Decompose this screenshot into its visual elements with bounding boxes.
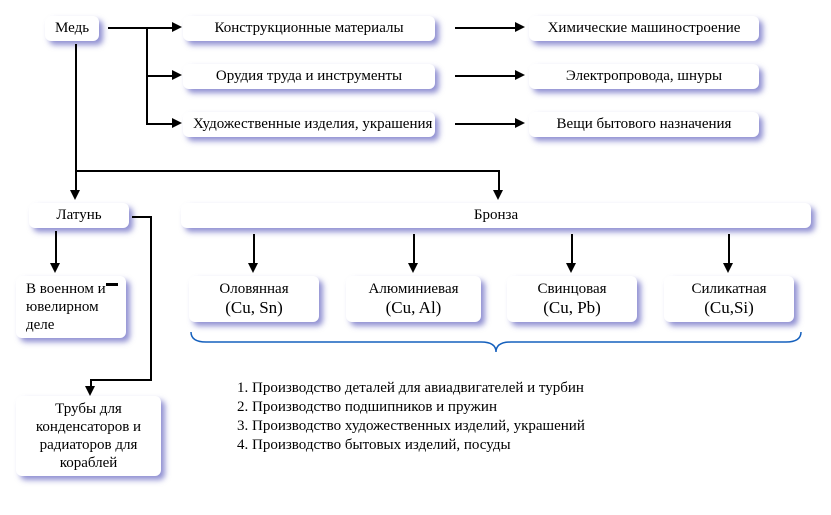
connector — [146, 123, 172, 125]
label: Трубы дляконденсаторов ирадиаторов дляко… — [36, 401, 141, 471]
connector — [455, 27, 515, 29]
connector — [571, 234, 573, 264]
connector — [146, 75, 172, 77]
node-mid-0: Конструкционные материалы — [183, 16, 435, 41]
label: Электропровода, шнуры — [566, 68, 722, 84]
node-bronze: Бронза — [181, 203, 811, 228]
node-bronze-0: Оловянная (Cu, Sn) — [189, 276, 319, 322]
label: Медь — [55, 20, 89, 36]
arrow-icon — [172, 118, 182, 128]
connector — [253, 234, 255, 264]
connector — [728, 234, 730, 264]
node-bronze-1: Алюминиевая (Cu, Al) — [346, 276, 481, 322]
arrow-icon — [408, 263, 418, 273]
formula: (Cu,Si) — [704, 298, 754, 317]
connector — [150, 216, 152, 381]
bronze-uses-list: Производство деталей для авиадвигателей … — [230, 378, 585, 456]
arrow-icon — [172, 22, 182, 32]
name: Алюминиевая — [369, 281, 459, 297]
node-right-2: Вещи бытового назначения — [529, 112, 759, 137]
arrow-icon — [515, 22, 525, 32]
arrow-icon — [50, 263, 60, 273]
arrow-icon — [85, 386, 95, 396]
label: Вещи бытового назначения — [557, 116, 732, 132]
connector — [108, 27, 148, 29]
arrow-icon — [248, 263, 258, 273]
arrow-icon — [493, 190, 503, 200]
connector — [455, 75, 515, 77]
list-item: Производство бытовых изделий, посуды — [252, 437, 585, 454]
node-mid-1: Орудия труда и инструменты — [183, 64, 435, 89]
label: Орудия труда и инструменты — [216, 68, 402, 84]
name: Свинцовая — [537, 281, 606, 297]
arrow-icon — [70, 190, 80, 200]
formula: (Cu, Sn) — [225, 298, 283, 317]
arrow-icon — [515, 118, 525, 128]
node-root: Медь — [45, 16, 99, 41]
connector — [132, 216, 152, 218]
arrow-icon — [566, 263, 576, 273]
label: Химические машиностроение — [548, 20, 741, 36]
connector — [455, 123, 515, 125]
node-latun-child-1: Трубы дляконденсаторов ирадиаторов дляко… — [16, 396, 161, 476]
connector — [498, 170, 500, 190]
connector — [90, 379, 152, 381]
node-bronze-2: Свинцовая (Cu, Pb) — [507, 276, 637, 322]
arrow-icon — [515, 70, 525, 80]
list-item: Производство художественных изделий, укр… — [252, 418, 585, 435]
name: Силикатная — [691, 281, 766, 297]
brace-bronze — [181, 330, 811, 360]
connector — [146, 27, 172, 29]
formula: (Cu, Pb) — [543, 298, 601, 317]
list-item: Производство подшипников и пружин — [252, 399, 585, 416]
connector — [75, 44, 77, 172]
node-right-1: Электропровода, шнуры — [529, 64, 759, 89]
connector — [75, 170, 500, 172]
connector — [55, 231, 57, 263]
node-latun: Латунь — [29, 203, 129, 228]
connector — [106, 283, 118, 286]
formula: (Cu, Al) — [386, 298, 442, 317]
node-bronze-3: Силикатная (Cu,Si) — [664, 276, 794, 322]
label: Конструкционные материалы — [214, 20, 403, 36]
arrow-icon — [723, 263, 733, 273]
list-item: Производство деталей для авиадвигателей … — [252, 380, 585, 397]
connector — [413, 234, 415, 264]
label: Бронза — [474, 207, 518, 223]
node-right-0: Химические машиностроение — [529, 16, 759, 41]
label: Художественные изделия, украшения — [193, 116, 432, 132]
label: Латунь — [56, 207, 101, 223]
arrow-icon — [172, 70, 182, 80]
connector — [75, 170, 77, 190]
name: Оловянная — [219, 281, 288, 297]
label: В военном иювелирномделе — [26, 281, 106, 333]
node-mid-2: Художественные изделия, украшения — [183, 112, 435, 137]
